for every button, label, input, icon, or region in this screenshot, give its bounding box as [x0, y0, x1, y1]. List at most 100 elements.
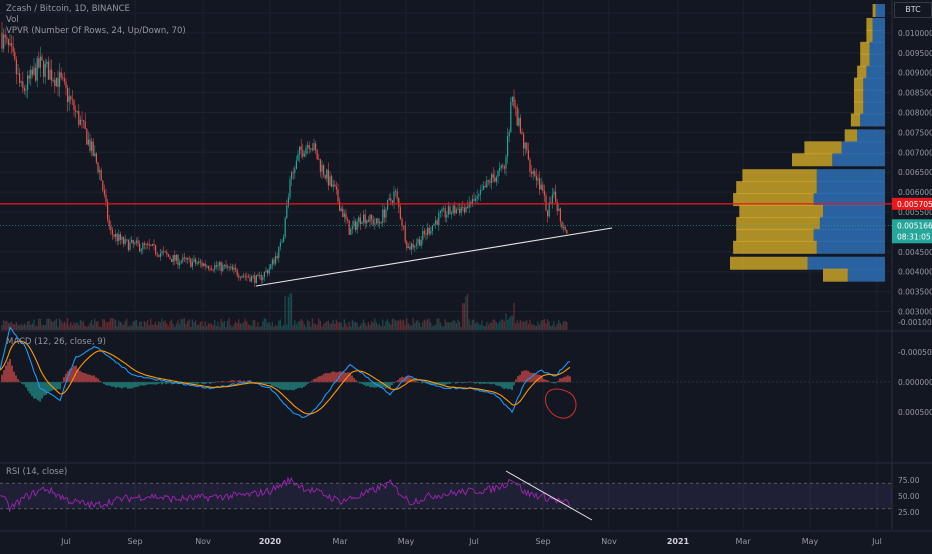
- volume-bar: [57, 327, 58, 330]
- volume-bar: [83, 322, 84, 330]
- macd-histogram-bar: [139, 382, 141, 386]
- macd-histogram-bar: [301, 382, 303, 388]
- resistance-price-text: 0.005705: [897, 200, 932, 209]
- time-axis-label: 2020: [259, 537, 282, 546]
- volume-bar: [208, 324, 209, 330]
- volume-bar: [6, 321, 7, 330]
- currency-badge[interactable]: BTC: [894, 2, 932, 18]
- volume-bar: [129, 325, 130, 330]
- price-axis-label: 0.008500: [898, 89, 932, 98]
- volume-bar: [368, 322, 369, 330]
- volume-bar: [515, 323, 516, 330]
- vpvr-down-bar: [820, 217, 885, 230]
- volume-bar: [480, 325, 481, 330]
- volume-bar: [432, 326, 433, 330]
- macd-histogram-bar: [289, 382, 291, 390]
- macd-histogram-bar: [391, 382, 393, 385]
- volume-bar: [14, 324, 15, 330]
- time-axis-label: Nov: [195, 537, 211, 546]
- candle-body: [448, 206, 449, 215]
- macd-label[interactable]: MACD (12, 26, close, 9): [6, 337, 106, 347]
- candle-body: [259, 275, 260, 276]
- volume-bar: [325, 322, 326, 330]
- vpvr-up-bar: [736, 229, 814, 242]
- macd-histogram-bar: [499, 382, 501, 386]
- volume-bar: [176, 323, 177, 330]
- volume-bar: [97, 321, 98, 330]
- volume-bar: [285, 296, 286, 330]
- macd-histogram-bar: [325, 373, 327, 382]
- candle-body: [328, 170, 329, 186]
- candle-body: [336, 187, 337, 190]
- candle-body: [163, 251, 164, 252]
- volume-bar: [360, 325, 361, 330]
- candle-body: [168, 254, 169, 256]
- vpvr-down-bar: [842, 141, 885, 154]
- candle-body: [525, 142, 526, 148]
- volume-bar: [539, 325, 540, 330]
- macd-histogram-bar: [443, 382, 445, 385]
- macd-histogram-bar: [135, 382, 137, 387]
- volume-bar: [104, 319, 105, 330]
- vpvr-up-bar: [736, 181, 817, 194]
- vpvr-down-bar: [873, 18, 885, 31]
- candle-body: [320, 159, 321, 171]
- vpvr-down-bar: [876, 4, 885, 17]
- volume-label[interactable]: Vol: [6, 15, 186, 26]
- candle-body: [536, 176, 537, 180]
- time-axis-label: Mar: [332, 537, 348, 546]
- volume-bar: [163, 322, 164, 330]
- candle-body: [365, 215, 366, 224]
- macd-histogram-bar: [35, 382, 37, 399]
- symbol-title[interactable]: Zcash / Bitcoin, 1D, BINANCE: [6, 4, 186, 15]
- volume-bar: [209, 323, 210, 330]
- macd-histogram-bar: [523, 371, 525, 383]
- volume-bar: [456, 323, 457, 330]
- vpvr-down-bar: [870, 54, 886, 67]
- candle-body: [369, 215, 370, 222]
- candle-body: [381, 222, 382, 223]
- candle-body: [449, 206, 450, 214]
- time-axis-label: May: [398, 537, 415, 546]
- vpvr-up-bar: [854, 90, 863, 103]
- vpvr-label[interactable]: VPVR (Number Of Rows, 24, Up/Down, 70): [6, 26, 186, 37]
- volume-bar: [553, 321, 554, 330]
- candle-body: [251, 276, 252, 281]
- candle-body: [157, 254, 158, 255]
- candle-body: [237, 270, 238, 276]
- volume-bar: [494, 320, 495, 330]
- volume-bar: [366, 326, 367, 330]
- candle-body: [385, 210, 386, 218]
- volume-bar: [251, 326, 252, 330]
- volume-bar: [299, 321, 300, 330]
- candle-body: [520, 118, 521, 132]
- volume-bar: [397, 321, 398, 330]
- volume-bar: [321, 326, 322, 330]
- volume-bar: [477, 322, 478, 330]
- candle-body: [432, 226, 433, 232]
- candle-body: [225, 265, 226, 267]
- candle-body: [501, 165, 502, 168]
- volume-bar: [387, 319, 388, 330]
- volume-bar: [390, 325, 391, 330]
- volume-bar: [505, 313, 506, 330]
- macd-histogram-bar: [291, 382, 293, 390]
- candle-body: [544, 191, 545, 196]
- volume-bar: [101, 327, 102, 330]
- volume-bar: [297, 322, 298, 330]
- candle-body: [537, 178, 538, 180]
- candle-body: [398, 198, 399, 207]
- volume-bar: [67, 318, 68, 330]
- macd-histogram-bar: [331, 372, 333, 383]
- candle-body: [523, 134, 524, 148]
- macd-histogram-bar: [119, 382, 121, 388]
- volume-bar: [358, 327, 359, 330]
- rsi-label[interactable]: RSI (14, close): [6, 467, 67, 477]
- vpvr-down-bar: [823, 205, 885, 218]
- candle-body: [120, 234, 121, 240]
- candle-body: [1, 33, 2, 49]
- candle-body: [310, 149, 311, 150]
- volume-bar: [317, 325, 318, 330]
- volume-bar: [560, 323, 561, 330]
